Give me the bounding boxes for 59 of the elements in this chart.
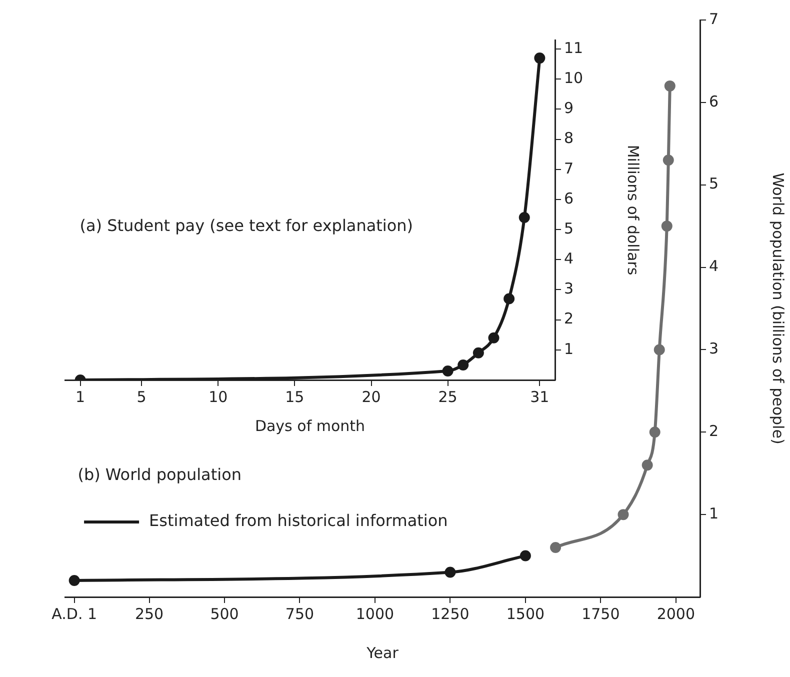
point	[661, 220, 672, 232]
y-tick-label: 10	[564, 69, 584, 88]
y-tick-label: 3	[709, 340, 719, 358]
x-tick-label: 1750	[582, 604, 620, 623]
point	[458, 359, 469, 370]
y-tick-label: 11	[564, 38, 584, 57]
y-tick-label: 5	[709, 174, 719, 193]
point	[472, 347, 484, 358]
x-tick-label: 25	[438, 388, 458, 406]
x-tick-label: 10	[208, 388, 228, 406]
y-tick-label: 3	[564, 280, 574, 298]
x-tick-label: 2000	[656, 604, 696, 623]
point	[518, 212, 530, 224]
x-tick-label: 31	[530, 388, 550, 406]
y-tick-label: 1	[709, 504, 719, 522]
point	[662, 154, 674, 166]
y-tick-label: 4	[709, 257, 719, 276]
point	[534, 52, 546, 64]
x-tick-label: 5	[136, 388, 146, 406]
x-tick-label: 1250	[431, 604, 470, 623]
y-tick-label: 4	[564, 250, 574, 268]
y-tick-label: 7	[564, 159, 574, 178]
y-tick-label: 2	[564, 310, 574, 328]
x-tick-label: 20	[362, 388, 381, 406]
point	[550, 542, 562, 554]
y-tick-label: 1	[564, 340, 574, 358]
y-tick-label: 7	[709, 10, 719, 28]
x-tick-label: 1	[76, 388, 86, 406]
point	[618, 509, 629, 520]
x-axis-title: Days of month	[254, 416, 366, 435]
text: (b) World population	[78, 464, 242, 484]
point	[664, 80, 676, 92]
x-tick-label: 250	[134, 604, 164, 623]
x-tick-label: A.D. 1	[52, 604, 98, 623]
point	[442, 365, 454, 376]
y-tick-label: 9	[564, 99, 574, 118]
y-tick-label: 6	[564, 189, 574, 208]
point	[504, 293, 515, 304]
x-tick-label: 1000	[356, 604, 394, 623]
point	[488, 332, 500, 344]
y-tick-label: 2	[709, 422, 719, 440]
y-axis-title: Millions of dollars	[624, 144, 642, 276]
x-tick-label: 15	[285, 388, 304, 406]
y-tick-label: 6	[709, 92, 719, 110]
text: (a) Student pay (see text for explanation)	[80, 216, 414, 236]
point	[642, 460, 653, 471]
point	[520, 550, 531, 562]
point	[649, 426, 660, 438]
point	[654, 344, 665, 356]
y-tick-label: 5	[564, 219, 574, 238]
x-axis-title: Year	[366, 644, 400, 662]
y-axis-title: World population (billions of people)	[769, 172, 788, 444]
x-tick-label: 1500	[506, 604, 545, 623]
point	[68, 575, 80, 586]
x-tick-label: 750	[285, 604, 314, 623]
y-tick-label: 8	[564, 129, 574, 148]
point	[444, 566, 456, 578]
x-tick-label: 500	[210, 604, 239, 623]
legend-label: Estimated from historical information	[149, 511, 448, 530]
